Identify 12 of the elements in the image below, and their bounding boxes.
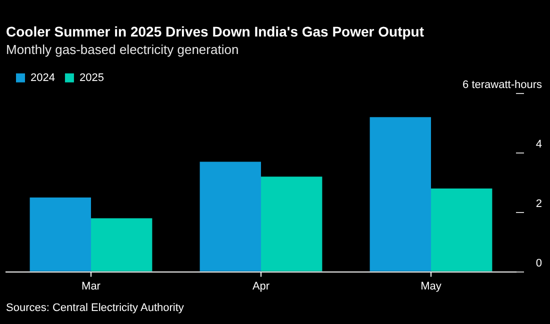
y-tick-label: 2 (536, 198, 542, 210)
y-tick-label: 4 (536, 138, 542, 150)
x-tick-label: Apr (252, 280, 270, 292)
chart-subtitle: Monthly gas-based electricity generation (6, 42, 239, 58)
legend-label: 2024 (30, 72, 55, 84)
x-tick-label: May (420, 280, 442, 292)
y-tick-label: 0 (536, 257, 542, 270)
y-tick-label: 6 terawatt-hours (462, 78, 542, 91)
source-note: Sources: Central Electricity Authority (6, 302, 185, 314)
x-tick-label: Mar (82, 280, 101, 292)
chart-title: Cooler Summer in 2025 Drives Down India's Gas Power Output (6, 23, 424, 40)
legend-label: 2025 (79, 72, 104, 84)
